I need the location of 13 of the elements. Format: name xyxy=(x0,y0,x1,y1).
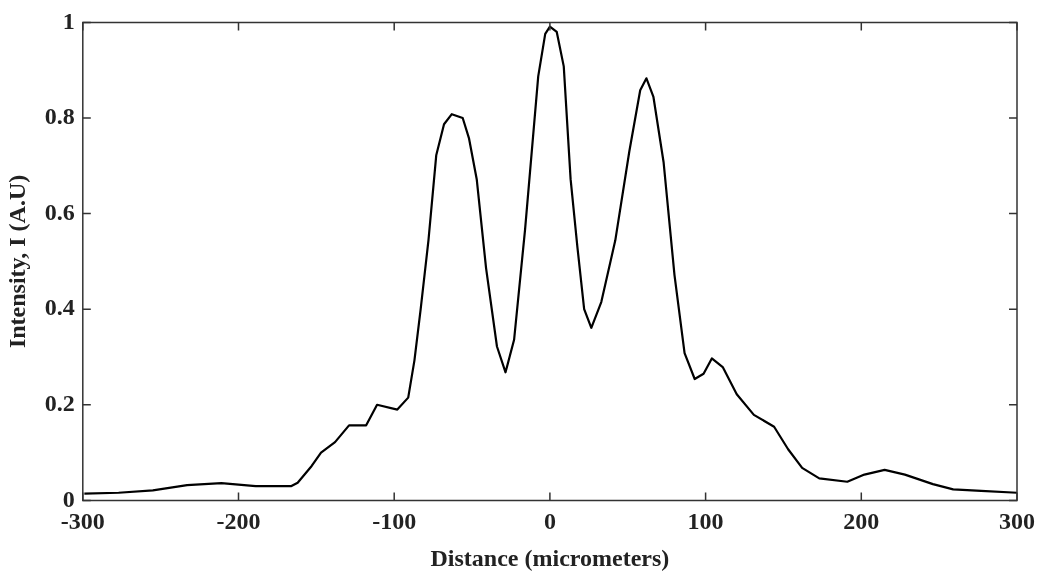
y-tick-label: 0.8 xyxy=(44,103,75,130)
y-tick-label: 0.6 xyxy=(44,198,75,225)
y-tick-label: 0.2 xyxy=(44,390,75,416)
x-tick-label: -100 xyxy=(372,508,417,534)
x-tick-label: -200 xyxy=(216,508,261,534)
x-tick-label: 200 xyxy=(843,508,880,534)
x-tick-label: 300 xyxy=(999,508,1035,534)
y-axis-title: Intensity, I (A.U) xyxy=(3,174,30,349)
x-axis-title: Distance (micrometers) xyxy=(430,544,670,571)
x-tick-label: 0 xyxy=(543,508,556,534)
y-tick-label: 0.4 xyxy=(44,294,75,321)
y-tick-label: 1 xyxy=(62,7,75,34)
x-tick-label: 100 xyxy=(687,508,724,534)
